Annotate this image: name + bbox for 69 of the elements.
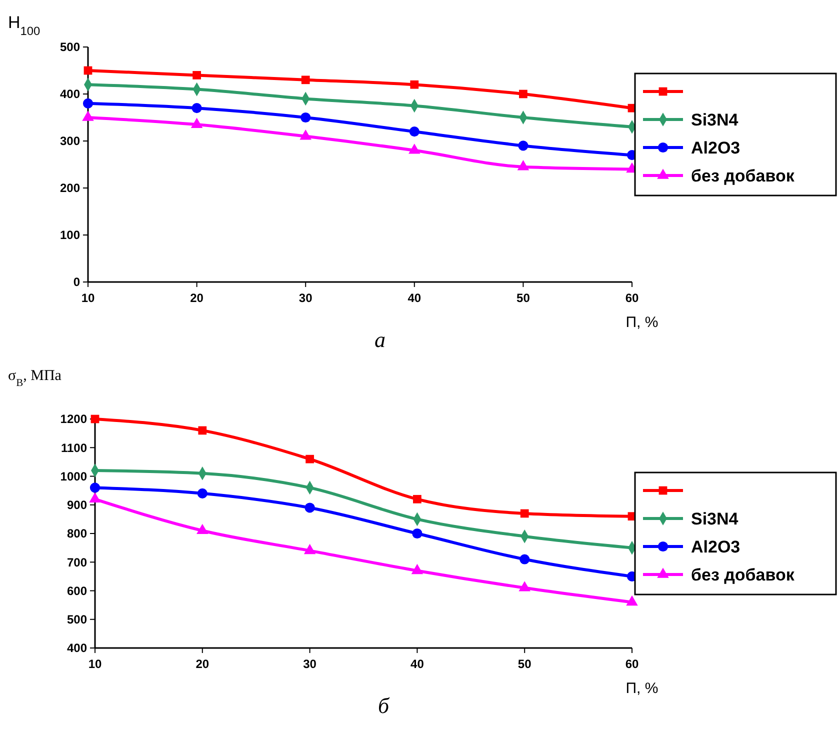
x-tick-label: 30 xyxy=(298,291,313,305)
point xyxy=(300,130,312,140)
y-tick-label: 600 xyxy=(66,584,88,598)
y-tick-label: 700 xyxy=(66,555,88,570)
point xyxy=(192,103,202,114)
point xyxy=(518,140,528,151)
x-tick-label: 30 xyxy=(303,657,317,671)
legend-label: без добавок xyxy=(691,565,795,584)
y-tick-label: 500 xyxy=(66,612,88,627)
x-tick-label: 20 xyxy=(196,657,210,671)
legend-label: Al2O3 xyxy=(691,537,740,556)
legend-label: Si3N4 xyxy=(691,509,739,528)
x-tick-label: 60 xyxy=(625,657,639,671)
y-tick-label: 500 xyxy=(60,40,80,54)
y-tick-label: 1000 xyxy=(60,469,88,484)
point xyxy=(89,492,101,503)
point xyxy=(413,494,422,504)
point xyxy=(412,528,422,539)
point xyxy=(306,454,314,464)
x-tick-label: 50 xyxy=(516,291,530,305)
point xyxy=(196,524,208,534)
x-tick-label: 20 xyxy=(190,291,204,305)
x-tick-label: 10 xyxy=(88,657,102,671)
point xyxy=(300,112,311,123)
point xyxy=(84,66,92,75)
x-tick-label: 10 xyxy=(81,291,95,305)
y-tick-label: 800 xyxy=(66,526,88,541)
y-tick-label: 900 xyxy=(66,498,88,512)
point xyxy=(190,118,203,128)
y-axis-title: σ$_{В}$, МПа xyxy=(8,368,62,388)
point xyxy=(192,71,201,80)
legend-label: без добавок xyxy=(691,166,795,186)
x-tick-label: 40 xyxy=(410,657,424,671)
point xyxy=(411,564,424,574)
point xyxy=(82,98,94,108)
x-tick-label: 50 xyxy=(518,657,532,671)
legend-label: Si3N4 xyxy=(691,110,739,130)
y-tick-label: 100 xyxy=(60,228,80,242)
x-axis-title: П, % xyxy=(626,680,658,697)
point xyxy=(197,488,208,498)
y-axis-title: H$_{100}$ xyxy=(8,13,41,38)
x-axis-title: П, % xyxy=(626,314,658,331)
point xyxy=(520,509,529,518)
point xyxy=(90,482,100,493)
point xyxy=(304,544,316,554)
point xyxy=(518,581,530,592)
y-tick-label: 0 xyxy=(73,275,80,290)
y-tick-label: 200 xyxy=(60,181,80,196)
x-tick-label: 40 xyxy=(408,291,422,305)
legend-label: Al2O3 xyxy=(691,138,740,158)
point xyxy=(301,76,310,84)
x-tick-label: 60 xyxy=(625,291,639,305)
point xyxy=(520,554,530,564)
y-tick-label: 400 xyxy=(60,87,80,102)
point xyxy=(519,90,528,98)
point xyxy=(82,110,94,121)
point xyxy=(517,160,530,170)
text: а xyxy=(374,327,386,352)
point xyxy=(409,126,420,137)
point xyxy=(304,502,315,513)
y-tick-label: 1100 xyxy=(60,440,88,455)
point xyxy=(408,144,420,154)
point xyxy=(198,426,207,435)
y-tick-label: 300 xyxy=(60,134,80,148)
y-tick-label: 1200 xyxy=(60,412,88,426)
point xyxy=(626,595,638,606)
y-tick-label: 400 xyxy=(66,641,88,656)
point xyxy=(410,80,419,89)
text: б xyxy=(378,693,390,718)
